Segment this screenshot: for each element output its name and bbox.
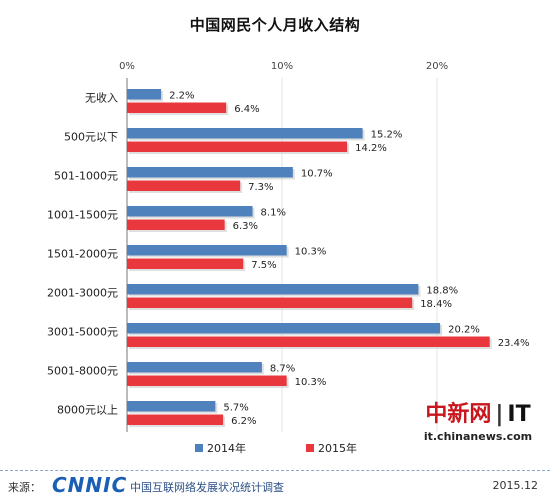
category-label: 无收入 (85, 91, 118, 105)
bar-series-2014 (127, 362, 262, 373)
bar-series-2014 (127, 401, 216, 412)
bar-series-2015 (127, 102, 227, 113)
bar-series-2014 (127, 323, 441, 334)
bar-series-2015 (127, 414, 224, 425)
legend-swatch (195, 444, 203, 452)
data-label: 7.5% (251, 260, 276, 271)
bar-series-2015 (127, 180, 241, 191)
legend-swatch (306, 444, 314, 452)
bar-series-2014 (127, 245, 287, 256)
source-label: 来源： (8, 481, 41, 494)
category-label: 2001-3000元 (47, 287, 118, 300)
data-label: 10.3% (295, 377, 327, 388)
bar-series-2014 (127, 128, 363, 139)
report-date: 2015.12 (492, 479, 539, 492)
data-label: 7.3% (248, 182, 273, 193)
category-label: 500元以下 (64, 131, 118, 144)
bar-series-2015 (127, 258, 244, 269)
chart-title: 中国网民个人月收入结构 (189, 16, 361, 34)
bar-series-2015 (127, 141, 348, 152)
x-tick-label: 20% (426, 61, 448, 72)
watermark-logo-text: 中新网 (425, 401, 492, 427)
data-label: 10.7% (301, 169, 333, 180)
source-text: 中国互联网络发展状况统计调查 (130, 481, 284, 494)
bar-series-2015 (127, 297, 413, 308)
category-label: 501-1000元 (54, 170, 118, 183)
category-label: 8000元以上 (57, 404, 118, 417)
chinanews-watermark: 中新网 | IT it.chinanews.com (418, 396, 538, 443)
bar-series-2014 (127, 284, 419, 295)
watermark-separator: | (495, 402, 504, 427)
legend-label: 2015年 (318, 441, 357, 455)
footer: 来源： CNNIC 中国互联网络发展状况统计调查 2015.12 (0, 470, 550, 499)
data-label: 8.1% (261, 208, 286, 219)
category-label: 5001-8000元 (47, 365, 118, 378)
watermark-url: it.chinanews.com (423, 430, 533, 443)
data-label: 10.3% (295, 247, 327, 258)
cnnic-logo: CNNIC (52, 473, 128, 497)
legend-label: 2014年 (207, 441, 246, 455)
bar-series-2015 (127, 336, 490, 347)
category-label: 1501-2000元 (47, 248, 118, 261)
data-label: 6.2% (231, 416, 256, 427)
data-label: 6.4% (234, 104, 259, 115)
bar-series-2015 (127, 375, 287, 386)
category-label: 3001-5000元 (47, 326, 118, 339)
bar-series-2014 (127, 89, 162, 100)
bar-series-2014 (127, 206, 253, 217)
data-label: 14.2% (355, 143, 387, 154)
data-label: 5.7% (223, 403, 248, 414)
data-label: 18.4% (420, 299, 452, 310)
watermark-brand: IT (507, 402, 531, 427)
data-label: 23.4% (498, 338, 530, 349)
bar-series-2015 (127, 219, 225, 230)
data-label: 2.2% (169, 91, 194, 102)
data-label: 15.2% (371, 130, 403, 141)
x-tick-label: 10% (271, 61, 293, 72)
x-tick-label: 0% (119, 61, 135, 72)
bar-chart: 0% 10% 20% 无收入 2.2% 6.4% 500元以下 15.2% 14.2% 501-1… (47, 61, 530, 455)
category-label: 1001-1500元 (47, 209, 118, 222)
data-label: 20.2% (448, 325, 480, 336)
chinanews-logo: 中新网 | IT (418, 396, 538, 428)
bar-series-2014 (127, 167, 293, 178)
data-label: 18.8% (426, 286, 458, 297)
data-label: 6.3% (233, 221, 258, 232)
data-label: 8.7% (270, 364, 295, 375)
